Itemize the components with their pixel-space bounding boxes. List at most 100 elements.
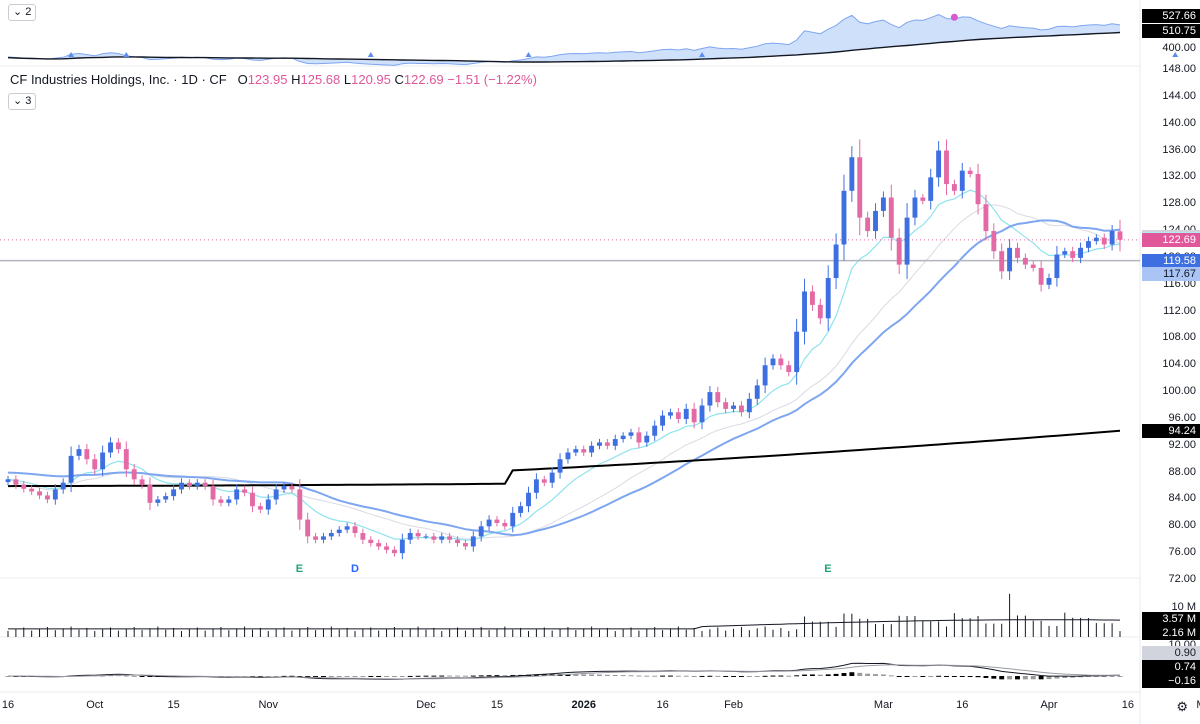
macd-histogram-bar xyxy=(1101,676,1107,677)
candle xyxy=(967,167,973,178)
candle xyxy=(5,475,11,486)
candle-body xyxy=(991,231,997,252)
candle-body xyxy=(668,412,673,416)
candle xyxy=(391,546,397,557)
candle xyxy=(297,479,303,530)
rs-axis-label: 400.00 xyxy=(1162,42,1196,54)
candle-body xyxy=(1054,254,1060,279)
candle-body xyxy=(849,157,855,191)
candle xyxy=(959,162,965,199)
candle xyxy=(660,410,666,431)
macd-histogram-bar xyxy=(407,675,413,677)
candle-body xyxy=(21,484,27,489)
candle-body xyxy=(328,533,334,537)
candle xyxy=(44,491,50,504)
candle-body xyxy=(108,442,113,453)
event-marker[interactable]: E xyxy=(824,563,832,575)
macd-histogram-bar xyxy=(683,675,689,677)
price-tick-label: 80.00 xyxy=(1168,519,1196,532)
price-tick-label: 76.00 xyxy=(1168,546,1196,559)
macd-histogram-bar xyxy=(470,675,476,677)
macd-histogram-bar xyxy=(604,674,610,676)
macd-histogram-bar xyxy=(699,675,705,677)
macd-histogram-bar xyxy=(573,674,579,676)
candle xyxy=(100,445,106,477)
macd-histogram-bar xyxy=(660,675,666,677)
rs-pane-collapse-button[interactable]: ⌄ 2 xyxy=(8,4,37,21)
candle-body xyxy=(754,385,760,399)
candle-body xyxy=(52,489,58,500)
open-value: 123.95 xyxy=(247,72,288,87)
candle xyxy=(1093,234,1099,245)
macd-histogram-bar xyxy=(589,674,595,676)
macd-histogram-bar xyxy=(999,676,1005,680)
candle-body xyxy=(541,479,547,483)
candle-body xyxy=(44,495,50,500)
candle-body xyxy=(920,197,926,201)
candle xyxy=(131,464,137,485)
macd-histogram-bar xyxy=(707,675,713,677)
candle xyxy=(1086,236,1091,253)
candle-body xyxy=(123,449,129,470)
macd-histogram-bar xyxy=(880,674,886,676)
macd-histogram-bar xyxy=(368,676,374,677)
symbol-header: CF Industries Holdings, Inc. · 1D · CF O… xyxy=(10,72,537,87)
candle-body xyxy=(912,197,918,218)
candle-body xyxy=(526,492,531,507)
macd-histogram-bar xyxy=(1086,676,1091,677)
macd-histogram-bar xyxy=(273,676,279,677)
candle xyxy=(723,397,729,414)
candle-body xyxy=(967,170,973,175)
candle-body xyxy=(447,536,453,540)
candle-body xyxy=(352,526,358,534)
candle-body xyxy=(399,539,405,554)
macd-histogram-bar xyxy=(1015,676,1020,680)
candle xyxy=(754,379,760,405)
candle-body xyxy=(691,408,697,423)
candle-body xyxy=(1109,231,1115,245)
event-marker[interactable]: D xyxy=(351,563,359,575)
macd-histogram-bar xyxy=(723,676,729,677)
main-pane-collapse-button[interactable]: ⌄ 3 xyxy=(8,93,37,110)
volume-avg-badge: 3.57 M xyxy=(1142,612,1200,626)
candle xyxy=(1062,247,1068,259)
price-tick-label: 104.00 xyxy=(1162,358,1196,371)
candle-body xyxy=(778,358,784,366)
candle xyxy=(352,521,358,538)
candle xyxy=(194,479,200,490)
candle-body xyxy=(321,536,326,540)
macd-histogram-bar xyxy=(399,676,405,677)
candle xyxy=(699,398,705,430)
candle xyxy=(399,533,405,560)
event-marker[interactable]: E xyxy=(295,563,304,575)
candle xyxy=(163,492,169,503)
candle-body xyxy=(1117,231,1123,240)
candle-body xyxy=(250,492,255,507)
candle-body xyxy=(139,479,145,485)
signal-badge: 0.74 xyxy=(1142,660,1200,674)
macd-histogram-bar xyxy=(1022,676,1028,680)
macd-histogram-bar xyxy=(384,676,389,677)
candle xyxy=(52,484,58,505)
candle xyxy=(486,515,492,531)
candle xyxy=(384,542,389,554)
settings-gear-icon[interactable]: ⚙ xyxy=(1176,699,1188,714)
candle-body xyxy=(983,204,989,232)
macd-histogram-bar xyxy=(817,674,823,676)
candle-body xyxy=(723,402,729,409)
candle xyxy=(1038,261,1044,292)
candle xyxy=(944,139,949,196)
candle xyxy=(817,298,823,325)
macd-histogram-bar xyxy=(486,675,492,677)
candle xyxy=(770,354,776,370)
candle-body xyxy=(502,522,508,527)
candle xyxy=(1117,219,1123,252)
candle xyxy=(1070,246,1076,263)
candle xyxy=(762,357,768,394)
time-tick-label: May xyxy=(1196,699,1200,711)
macd-histogram-bar xyxy=(139,676,145,677)
rs-marker-icon xyxy=(123,52,130,57)
candle xyxy=(518,501,524,518)
candle xyxy=(715,386,721,408)
